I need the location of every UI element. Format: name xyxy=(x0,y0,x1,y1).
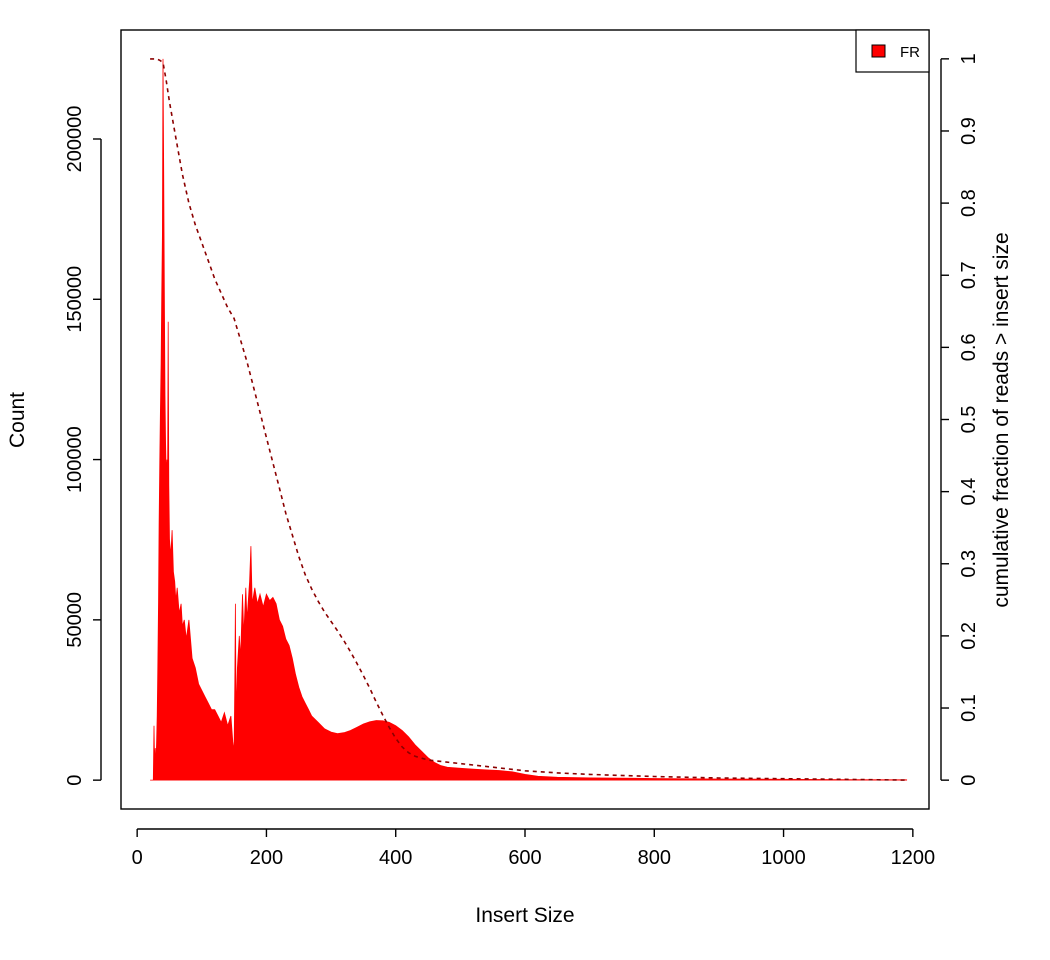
y-tick-label-100000: 100000 xyxy=(64,426,86,493)
y-axis-title: Count xyxy=(6,392,29,448)
y-tick-label-50000: 50000 xyxy=(64,592,86,648)
y2-tick-label-0.4: 0.4 xyxy=(958,478,980,506)
y2-tick-label-0: 0 xyxy=(958,775,980,786)
plot-frame xyxy=(120,29,930,810)
y-tick-label-150000: 150000 xyxy=(64,266,86,333)
y2-tick-label-1: 1 xyxy=(958,53,980,64)
x-tick-label-800: 800 xyxy=(638,847,671,869)
y2-tick-label-0.7: 0.7 xyxy=(958,261,980,289)
x-tick-label-400: 400 xyxy=(379,847,412,869)
y2-tick-label-0.3: 0.3 xyxy=(958,550,980,578)
x-tick-label-200: 200 xyxy=(250,847,283,869)
histogram-area-fr xyxy=(150,58,908,781)
x-tick-label-600: 600 xyxy=(508,847,541,869)
legend-box xyxy=(855,29,930,73)
y2-tick-label-0.2: 0.2 xyxy=(958,622,980,650)
x-tick-label-1200: 1200 xyxy=(891,847,936,869)
y2-tick-label-0.9: 0.9 xyxy=(958,117,980,145)
y2-tick-label-0.1: 0.1 xyxy=(958,694,980,722)
x-tick-label-0: 0 xyxy=(132,847,143,869)
legend-swatch-fr xyxy=(871,44,886,58)
x-tick-label-1000: 1000 xyxy=(761,847,806,869)
legend-label-fr: FR xyxy=(900,44,920,61)
y2-tick-label-0.6: 0.6 xyxy=(958,333,980,361)
legend: FR xyxy=(855,29,930,73)
y-tick-label-200000: 200000 xyxy=(64,106,86,173)
y2-tick-label-0.8: 0.8 xyxy=(958,189,980,217)
y2-tick-label-0.5: 0.5 xyxy=(958,406,980,434)
x-axis-title: Insert Size xyxy=(475,904,574,927)
series-layer xyxy=(150,58,908,781)
y-tick-label-0: 0 xyxy=(64,775,86,786)
y2-axis-title: cumulative fraction of reads > insert si… xyxy=(990,232,1013,607)
axes-layer: 0 200 400 600 800 1000 1200 0 50000 100000 150000 2… xyxy=(64,53,980,869)
cumulative-fraction-line xyxy=(150,58,907,781)
